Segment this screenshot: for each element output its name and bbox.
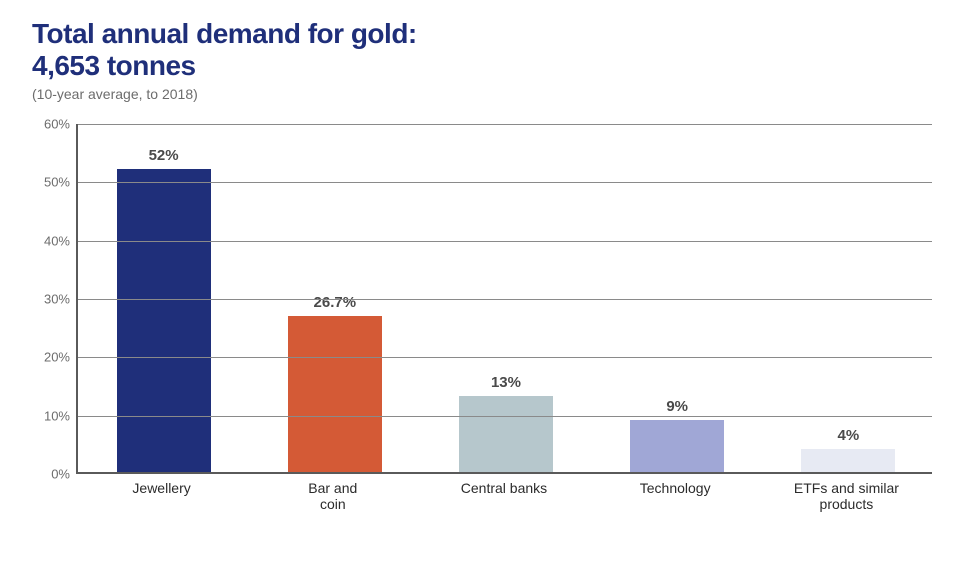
x-tick-label: Bar andcoin: [247, 480, 418, 512]
chart-subtitle: (10-year average, to 2018): [32, 86, 932, 102]
y-tick-label: 30%: [32, 292, 70, 307]
bar-value-label: 52%: [117, 147, 211, 164]
y-tick-label: 60%: [32, 117, 70, 132]
y-tick-label: 20%: [32, 350, 70, 365]
x-tick-label: Central banks: [418, 480, 589, 496]
bar: 13%: [459, 396, 553, 472]
bar-value-label: 4%: [801, 427, 895, 444]
plot-area: 52% 26.7% 13% 9% 4%: [76, 124, 932, 474]
y-tick-label: 50%: [32, 175, 70, 190]
bar-value-label: 26.7%: [288, 294, 382, 311]
y-tick-label: 10%: [32, 408, 70, 423]
x-tick-label: Jewellery: [76, 480, 247, 496]
plot: 52%26.7%13%9%4% 0%10%20%30%40%50%60% Jew…: [32, 124, 932, 544]
bar: 4%: [801, 449, 895, 472]
chart-title-line2: 4,653 tonnes: [32, 50, 932, 82]
bars-layer: 52% 26.7% 13% 9% 4%: [78, 124, 932, 472]
bar-value-label: 9%: [630, 398, 724, 415]
x-tick-label: ETFs and similarproducts: [761, 480, 932, 512]
x-axis-labels: JewelleryBar andcoinCentral banksTechnol…: [76, 474, 932, 544]
gridline: [78, 124, 932, 125]
bar: 26.7%: [288, 316, 382, 472]
bar-value-label: 13%: [459, 374, 553, 391]
gridline: [78, 357, 932, 358]
bar: 52%: [117, 169, 211, 472]
gridline: [78, 241, 932, 242]
gridline: [78, 182, 932, 183]
x-tick-label: Technology: [590, 480, 761, 496]
y-tick-label: 0%: [32, 467, 70, 482]
gold-demand-chart: Total annual demand for gold: 4,653 tonn…: [32, 18, 932, 544]
y-tick-label: 40%: [32, 233, 70, 248]
chart-title-line1: Total annual demand for gold:: [32, 18, 932, 50]
gridline: [78, 416, 932, 417]
bar: 9%: [630, 420, 724, 473]
gridline: [78, 299, 932, 300]
